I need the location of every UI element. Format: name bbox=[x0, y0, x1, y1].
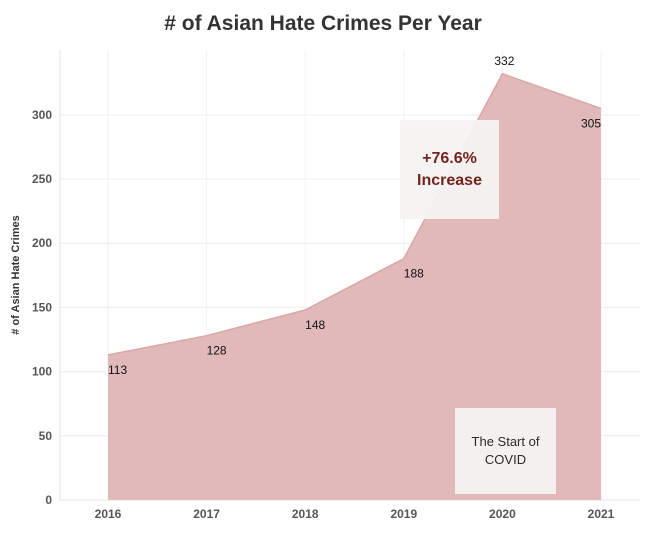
y-tick-label: 150 bbox=[32, 300, 52, 314]
increase-annotation-line: +76.6% bbox=[422, 149, 477, 167]
data-labels: 113 128 148 188 332 305 bbox=[108, 54, 601, 377]
data-label: 128 bbox=[207, 344, 227, 358]
x-tick-label: 2019 bbox=[390, 507, 417, 521]
y-axis-ticks: 0 50 100 150 200 250 300 bbox=[32, 108, 52, 507]
data-label: 113 bbox=[108, 363, 127, 377]
increase-annotation-line: Increase bbox=[417, 171, 482, 189]
covid-annotation-line: COVID bbox=[484, 452, 527, 467]
y-tick-label: 250 bbox=[32, 172, 52, 186]
covid-annotation-line: The Start of bbox=[471, 434, 540, 449]
x-tick-label: 2020 bbox=[489, 507, 516, 521]
x-axis-ticks: 2016 2017 2018 2019 2020 2021 bbox=[95, 507, 615, 521]
y-tick-label: 300 bbox=[32, 108, 52, 122]
x-tick-label: 2018 bbox=[292, 507, 319, 521]
x-tick-label: 2017 bbox=[193, 507, 220, 521]
x-tick-label: 2016 bbox=[95, 507, 122, 521]
area-line bbox=[107, 72, 602, 356]
x-tick-label: 2021 bbox=[588, 507, 615, 521]
covid-annotation: The Start of COVID bbox=[455, 408, 556, 494]
y-tick-label: 50 bbox=[39, 429, 53, 443]
data-label: 188 bbox=[404, 267, 424, 281]
y-tick-label: 200 bbox=[32, 236, 52, 250]
y-axis-label: # of Asian Hate Crimes bbox=[10, 215, 22, 334]
y-tick-label: 100 bbox=[32, 365, 52, 379]
y-tick-label: 0 bbox=[45, 493, 52, 507]
increase-annotation: +76.6% Increase bbox=[400, 120, 499, 219]
chart-title: # of Asian Hate Crimes Per Year bbox=[164, 12, 482, 35]
data-label: 148 bbox=[305, 318, 325, 332]
data-label: 305 bbox=[581, 116, 601, 130]
data-label: 332 bbox=[494, 54, 514, 68]
